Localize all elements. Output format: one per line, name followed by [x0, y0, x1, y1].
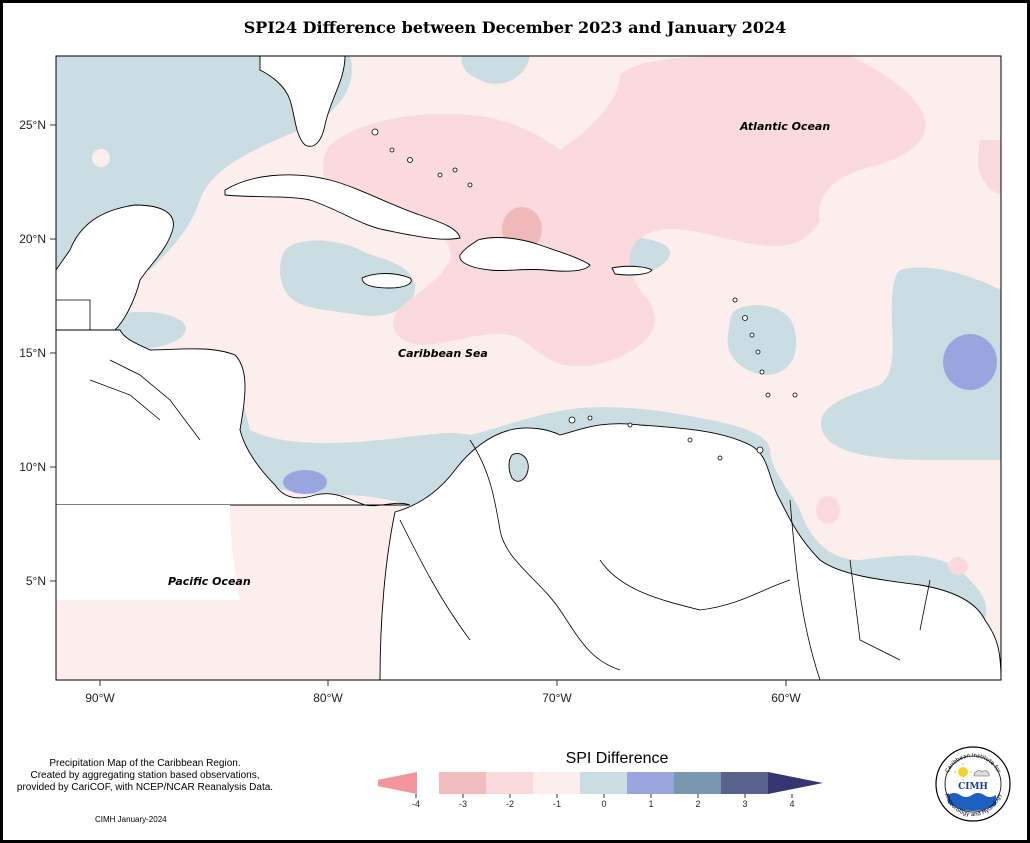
legend-tick-label: -3: [459, 799, 467, 809]
legend-swatch: [674, 772, 721, 794]
lat-tick-label: 25°N: [19, 118, 46, 132]
legend-title: SPI Difference: [565, 750, 669, 767]
lon-tick-label: 80°W: [313, 691, 343, 705]
land-central-america: [56, 329, 411, 507]
field-blue-dark-east: [943, 334, 997, 390]
legend-swatch: [486, 772, 533, 794]
field-blue-dark-panama: [283, 470, 327, 494]
lon-tick-label: 90°W: [85, 691, 115, 705]
land-hispaniola: [459, 237, 591, 272]
legend-swatch: [378, 772, 417, 794]
footnote-line: Created by aggregating station based obs…: [30, 770, 260, 781]
map-title: SPI24 Difference between December 2023 a…: [243, 18, 787, 37]
borders: [56, 299, 931, 680]
footnote: Precipitation Map of the Caribbean Regio…: [5, 758, 285, 794]
lon-tick-label: 70°W: [542, 691, 572, 705]
field-blue-east: [821, 267, 1001, 460]
land-cuba: [224, 174, 461, 240]
lat-axis: 25°N 20°N 15°N 10°N 5°N: [19, 118, 56, 588]
footnote-line: Precipitation Map of the Caribbean Regio…: [49, 758, 241, 769]
legend-tick-label: 4: [789, 799, 794, 809]
sun-icon: [958, 767, 968, 777]
legend-tick-label: -1: [553, 799, 561, 809]
label-atlantic-ocean: Atlantic Ocean: [739, 120, 830, 133]
label-pacific-ocean: Pacific Ocean: [168, 575, 251, 588]
credit-text: CIMH January-2024: [95, 815, 167, 824]
legend-swatch: [768, 772, 823, 794]
field-pink-east-streak: [978, 140, 1001, 195]
field-blue-jamaica: [280, 240, 416, 316]
legend-swatch: [721, 772, 768, 794]
legend-tick-label: 0: [601, 799, 606, 809]
field-pink-gulf-dot: [92, 149, 110, 167]
land-jamaica: [361, 273, 412, 289]
land-puerto-rico: [611, 265, 653, 276]
land-lake-maracaibo: [508, 453, 529, 482]
field-blue-north: [461, 56, 530, 84]
cloud-icon: [973, 770, 990, 777]
small-islands: [371, 128, 798, 461]
land-outlines: [56, 56, 1001, 680]
map-border: [55, 55, 1002, 681]
legend-swatch: [580, 772, 627, 794]
legend-tick-label: 1: [648, 799, 653, 809]
footnote-line: provided by CariCOF, with NCEP/NCAR Rean…: [16, 782, 274, 793]
cimh-logo: CIMH Caribbean Institute for Meteorology…: [935, 746, 1011, 822]
lon-axis: 90°W 80°W 70°W 60°W: [85, 680, 801, 705]
legend-swatch: [439, 772, 486, 794]
lon-tick-label: 60°W: [771, 691, 801, 705]
lat-tick-label: 5°N: [26, 574, 46, 588]
land-yucatan: [56, 204, 174, 331]
land-mexico-edge: [56, 505, 240, 600]
legend-colorbar: -4 -3 -2 -1 0 1 2 3 4: [378, 772, 823, 809]
logo-text: CIMH: [958, 782, 988, 792]
land-south-america: [379, 423, 1001, 680]
legend-tick-label: -2: [506, 799, 514, 809]
field-pink-spot-trinidad: [816, 496, 840, 524]
legend-swatch: [533, 772, 580, 794]
legend-tick-label: -4: [412, 799, 420, 809]
legend-tick-label: 3: [742, 799, 747, 809]
map-field: Atlantic Ocean Caribbean Sea Pacific Oce…: [56, 56, 1001, 680]
label-caribbean-sea: Caribbean Sea: [398, 347, 488, 360]
lat-tick-label: 15°N: [19, 346, 46, 360]
legend-swatch: [627, 772, 674, 794]
land-florida: [259, 56, 346, 147]
lat-tick-label: 10°N: [19, 460, 46, 474]
wave-icon: [948, 793, 996, 811]
field-pink-spot-guiana: [948, 557, 968, 575]
legend-tick-label: 2: [695, 799, 700, 809]
field-pink-bahamas: [323, 56, 926, 367]
lat-tick-label: 20°N: [19, 232, 46, 246]
field-blue-antilles: [727, 305, 797, 375]
